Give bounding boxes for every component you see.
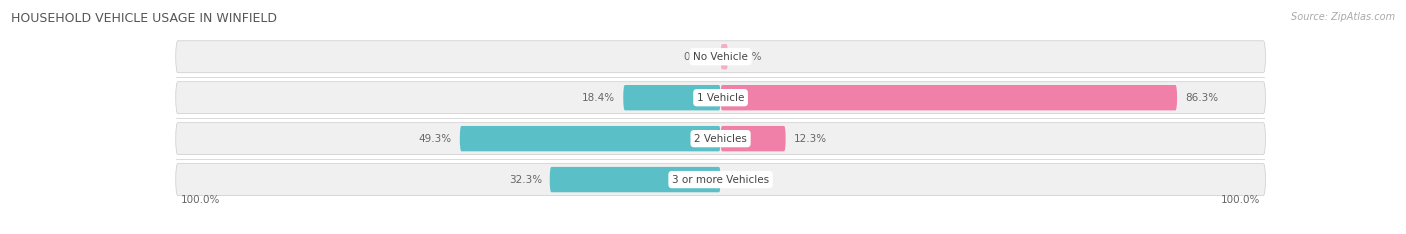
Text: 18.4%: 18.4%: [582, 93, 616, 103]
Text: 0.0%: 0.0%: [683, 52, 710, 62]
Text: 1 Vehicle: 1 Vehicle: [697, 93, 744, 103]
FancyBboxPatch shape: [720, 44, 728, 69]
Text: 1.4%: 1.4%: [735, 52, 762, 62]
FancyBboxPatch shape: [550, 167, 720, 192]
Text: 86.3%: 86.3%: [1185, 93, 1218, 103]
Text: Source: ZipAtlas.com: Source: ZipAtlas.com: [1291, 12, 1395, 22]
FancyBboxPatch shape: [720, 126, 786, 151]
Text: 0.0%: 0.0%: [731, 175, 758, 185]
FancyBboxPatch shape: [623, 85, 720, 110]
Text: 32.3%: 32.3%: [509, 175, 541, 185]
FancyBboxPatch shape: [460, 126, 720, 151]
Text: 12.3%: 12.3%: [793, 134, 827, 144]
Text: 49.3%: 49.3%: [419, 134, 451, 144]
FancyBboxPatch shape: [176, 164, 1265, 196]
FancyBboxPatch shape: [176, 82, 1265, 114]
FancyBboxPatch shape: [720, 85, 1177, 110]
Text: 2 Vehicles: 2 Vehicles: [695, 134, 747, 144]
Text: HOUSEHOLD VEHICLE USAGE IN WINFIELD: HOUSEHOLD VEHICLE USAGE IN WINFIELD: [11, 12, 277, 25]
Text: 100.0%: 100.0%: [181, 195, 221, 205]
FancyBboxPatch shape: [176, 41, 1265, 73]
Text: 100.0%: 100.0%: [1220, 195, 1260, 205]
FancyBboxPatch shape: [176, 123, 1265, 155]
Text: 3 or more Vehicles: 3 or more Vehicles: [672, 175, 769, 185]
Text: No Vehicle: No Vehicle: [693, 52, 748, 62]
